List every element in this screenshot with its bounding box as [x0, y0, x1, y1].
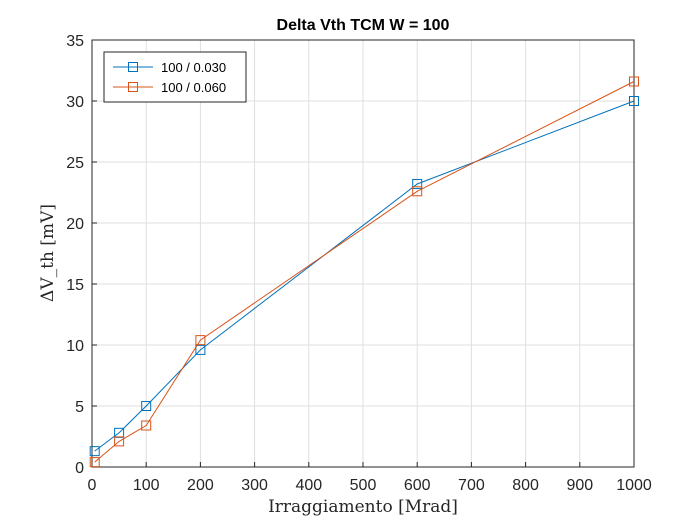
x-tick-label: 500 — [350, 477, 377, 494]
axes-box — [91, 39, 635, 468]
x-tick-label: 900 — [566, 477, 593, 494]
y-tick-label: 35 — [66, 33, 84, 50]
chart-title: Delta Vth TCM W = 100 — [277, 17, 450, 34]
data-point-marker — [412, 178, 423, 189]
y-tick-label: 30 — [66, 94, 84, 111]
legend-box — [103, 51, 247, 103]
data-point-marker — [141, 401, 152, 411]
x-tick-label: 1000 — [616, 477, 652, 494]
axes: 0 100 200 300 400 500 600 700 800 900 1000 0 5 10 15 20… — [66, 33, 652, 494]
data-point-marker — [114, 436, 125, 447]
y-axis-title: ΔV_th [mV] — [38, 204, 58, 302]
x-tick-label: 700 — [458, 477, 485, 494]
x-tick-label: 100 — [133, 477, 160, 494]
x-tick-label: 200 — [187, 477, 214, 494]
data-point-marker — [195, 335, 206, 346]
x-tick-label: 800 — [512, 477, 539, 494]
x-tick-label: 0 — [88, 477, 97, 494]
x-tick-label: 400 — [295, 477, 322, 494]
x-tick-label: 300 — [241, 477, 268, 494]
y-tick-label: 0 — [75, 460, 84, 477]
legend-entry: 100 / 0.030 — [113, 60, 226, 75]
data-point-marker — [629, 96, 639, 106]
data-point-marker — [141, 420, 152, 431]
legend: 100 / 0.030 100 / 0.060 — [103, 51, 247, 103]
series-2 — [89, 76, 639, 468]
legend-label: 100 / 0.060 — [161, 80, 226, 95]
data-point-marker — [89, 446, 100, 457]
legend-marker — [128, 62, 138, 72]
x-axis-title: Irraggiamento [Mrad] — [268, 497, 458, 517]
legend-entry: 100 / 0.060 — [113, 80, 226, 95]
legend-label: 100 / 0.030 — [161, 60, 226, 75]
y-tick-label: 25 — [66, 155, 84, 172]
data-point-marker — [412, 186, 423, 197]
series-1 — [89, 96, 639, 457]
x-tick-label: 600 — [404, 477, 431, 494]
data-point-marker — [195, 344, 206, 355]
data-point-marker — [629, 76, 639, 87]
y-tick-label: 5 — [75, 399, 84, 416]
data-point-marker — [89, 457, 100, 468]
y-tick-label: 15 — [66, 277, 84, 294]
y-tick-label: 10 — [66, 338, 84, 355]
y-tick-label: 20 — [66, 216, 84, 233]
legend-marker — [128, 82, 138, 92]
data-series — [89, 76, 639, 468]
